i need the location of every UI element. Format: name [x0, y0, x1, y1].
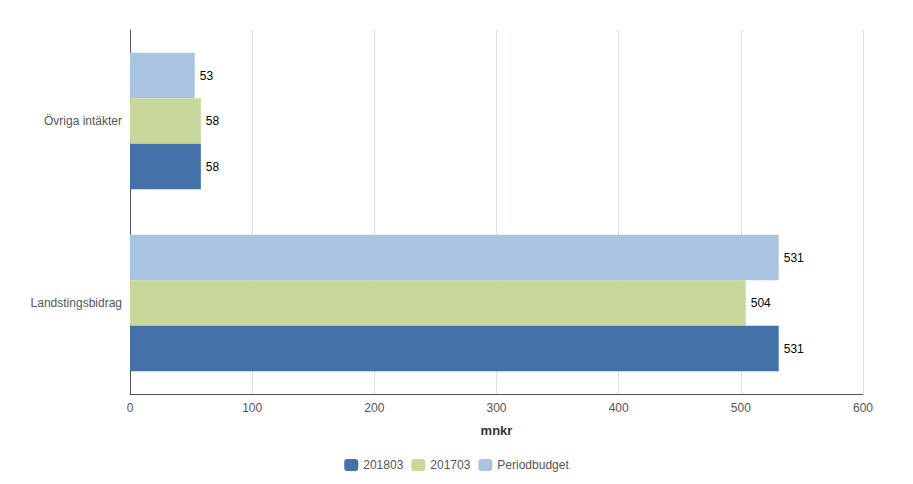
svg-text:200: 200 [364, 401, 384, 415]
svg-text:58: 58 [206, 160, 220, 174]
svg-text:600: 600 [853, 401, 873, 415]
svg-text:58: 58 [206, 114, 220, 128]
svg-text:53: 53 [200, 69, 214, 83]
svg-text:300: 300 [486, 401, 506, 415]
svg-text:mnkr: mnkr [481, 423, 513, 438]
svg-text:400: 400 [609, 401, 629, 415]
svg-text:201703: 201703 [430, 458, 470, 472]
svg-text:201803: 201803 [363, 458, 403, 472]
svg-text:0: 0 [127, 401, 134, 415]
svg-text:Periodbudget: Periodbudget [497, 458, 569, 472]
svg-text:100: 100 [242, 401, 262, 415]
svg-text:Övriga intäkter: Övriga intäkter [44, 114, 122, 128]
svg-text:531: 531 [784, 342, 804, 356]
svg-text:Landstingsbidrag: Landstingsbidrag [31, 296, 122, 310]
svg-text:504: 504 [751, 296, 771, 310]
svg-text:500: 500 [731, 401, 751, 415]
svg-text:531: 531 [784, 251, 804, 265]
